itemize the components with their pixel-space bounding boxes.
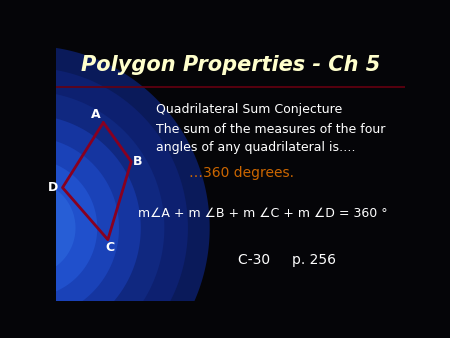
Text: Quadrilateral Sum Conjecture: Quadrilateral Sum Conjecture [156,103,342,116]
Text: …360 degrees.: …360 degrees. [189,166,294,180]
Polygon shape [0,46,210,338]
Polygon shape [0,159,97,297]
Text: A: A [91,108,100,121]
Polygon shape [0,115,141,338]
Text: The sum of the measures of the four
angles of any quadrilateral is….: The sum of the measures of the four angl… [156,123,385,154]
Polygon shape [0,91,164,338]
Text: m∠A + m ∠B + m ∠C + m ∠D = 360 °: m∠A + m ∠B + m ∠C + m ∠D = 360 ° [138,207,388,220]
Polygon shape [0,137,119,319]
Text: C: C [105,241,114,255]
Text: B: B [133,155,142,168]
Text: D: D [48,181,58,194]
Polygon shape [1,201,55,255]
Polygon shape [0,68,188,338]
Text: Polygon Properties - Ch 5: Polygon Properties - Ch 5 [81,55,380,75]
Text: C-30     p. 256: C-30 p. 256 [238,254,336,267]
Polygon shape [0,180,76,275]
